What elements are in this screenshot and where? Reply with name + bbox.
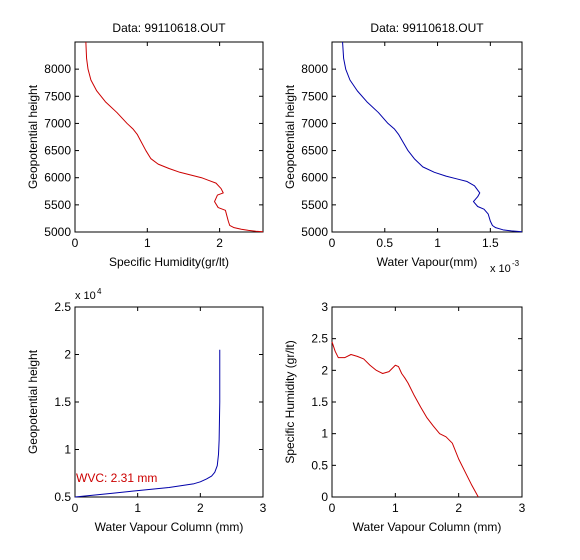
x-axis-label: Water Vapour Column (mm) (95, 520, 244, 534)
x-tick-label: 0.5 (376, 236, 393, 250)
plot-area (74, 41, 264, 233)
y-tick-label: 5500 (301, 198, 328, 212)
y-scale-exponent: 4 (97, 287, 102, 296)
y-tick-label: 2.5 (311, 332, 328, 346)
series-line-1 (74, 349, 221, 498)
y-tick-label: 1 (64, 443, 71, 457)
y-tick-label: 0.5 (311, 458, 328, 472)
y-ticks: 0.5 1 1.5 2 2.5 (54, 300, 263, 504)
y-tick-label: 3 (321, 300, 328, 314)
y-tick-label: 1 (321, 427, 328, 441)
x-scale-exponent: -3 (512, 259, 520, 268)
x-ticks: 0 1 2 3 (329, 307, 526, 515)
plot-area (74, 306, 264, 498)
x-tick-label: 1 (392, 501, 399, 515)
y-tick-label: 8000 (44, 62, 71, 76)
y-tick-label: 8000 (301, 62, 328, 76)
plot-area (331, 41, 523, 233)
plot-area (331, 306, 523, 498)
y-axis-label: Geopotential height (283, 84, 297, 189)
y-ticks: 0 0.5 1 1.5 2 2.5 3 (311, 300, 522, 504)
x-tick-label: 1 (134, 501, 141, 515)
y-tick-label: 0 (321, 490, 328, 504)
x-axis-label: Water Vapour Column (mm) (353, 520, 502, 534)
y-tick-label: 5000 (301, 225, 328, 239)
y-tick-label: 6500 (44, 144, 71, 158)
chart-title: Data: 99110618.OUT (112, 21, 226, 35)
y-tick-label: 6000 (44, 171, 71, 185)
y-tick-label: 2.5 (54, 300, 71, 314)
x-axis-label: Water Vapour(mm) (377, 255, 478, 269)
y-tick-label: 5000 (44, 225, 71, 239)
y-tick-label: 1.5 (311, 395, 328, 409)
series-line-1 (331, 341, 479, 498)
y-tick-label: 2 (64, 348, 71, 362)
series-line-1 (342, 41, 523, 233)
y-axis-label: Specific Humidity (gr/lt) (283, 340, 297, 463)
y-tick-label: 7000 (44, 116, 71, 130)
y-tick-label: 7500 (301, 89, 328, 103)
chart-4: 0 1 2 3 0 0.5 1 1.5 2 2.5 3 Water Vapour Column (mm… (283, 300, 526, 534)
y-tick-label: 1.5 (54, 395, 71, 409)
y-tick-label: 7500 (44, 89, 71, 103)
x-scale-multiplier: x 10 (490, 263, 511, 275)
x-tick-label: 2 (455, 501, 462, 515)
x-axis-label: Specific Humidity(gr/lt) (109, 255, 229, 269)
y-tick-label: 6000 (301, 171, 328, 185)
y-ticks: 5000 5500 6000 6500 7000 7500 8000 (44, 62, 263, 239)
x-tick-label: 1.5 (482, 236, 499, 250)
x-ticks: 0 1 2 (72, 42, 223, 250)
chart-3: 0 1 2 3 0.5 1 1.5 2 2.5 Water Vapour Column (mm) G… (26, 287, 267, 534)
x-tick-label: 0 (72, 501, 79, 515)
y-ticks: 5000 5500 6000 6500 7000 7500 8000 (301, 62, 522, 239)
x-tick-label: 1 (144, 236, 151, 250)
y-axis-label: Geopotential height (26, 349, 40, 454)
x-tick-label: 0 (329, 501, 336, 515)
y-scale-multiplier: x 10 (75, 290, 96, 302)
x-tick-label: 2 (197, 501, 204, 515)
y-tick-label: 5500 (44, 198, 71, 212)
chart-title: Data: 99110618.OUT (370, 21, 484, 35)
y-axis-label: Geopotential height (26, 84, 40, 189)
x-tick-label: 0 (72, 236, 79, 250)
chart-2: 0 0.5 1 1.5 5000 5500 6000 6500 7000 7500 8000 Data… (283, 21, 523, 275)
x-tick-label: 2 (216, 236, 223, 250)
x-tick-label: 3 (519, 501, 526, 515)
x-tick-label: 1 (434, 236, 441, 250)
x-tick-label: 0 (329, 236, 336, 250)
x-ticks: 0 1 2 3 (72, 307, 267, 515)
wvc-annotation: WVC: 2.31 mm (76, 471, 157, 485)
y-tick-label: 2 (321, 363, 328, 377)
x-ticks: 0 0.5 1 1.5 (329, 42, 499, 250)
chart-1: 0 1 2 5000 5500 6000 6500 7000 7500 8000 Data: 991… (26, 21, 264, 269)
y-tick-label: 6500 (301, 144, 328, 158)
y-tick-label: 7000 (301, 116, 328, 130)
y-tick-label: 0.5 (54, 490, 71, 504)
series-line-1 (85, 41, 264, 233)
x-tick-label: 3 (260, 501, 267, 515)
